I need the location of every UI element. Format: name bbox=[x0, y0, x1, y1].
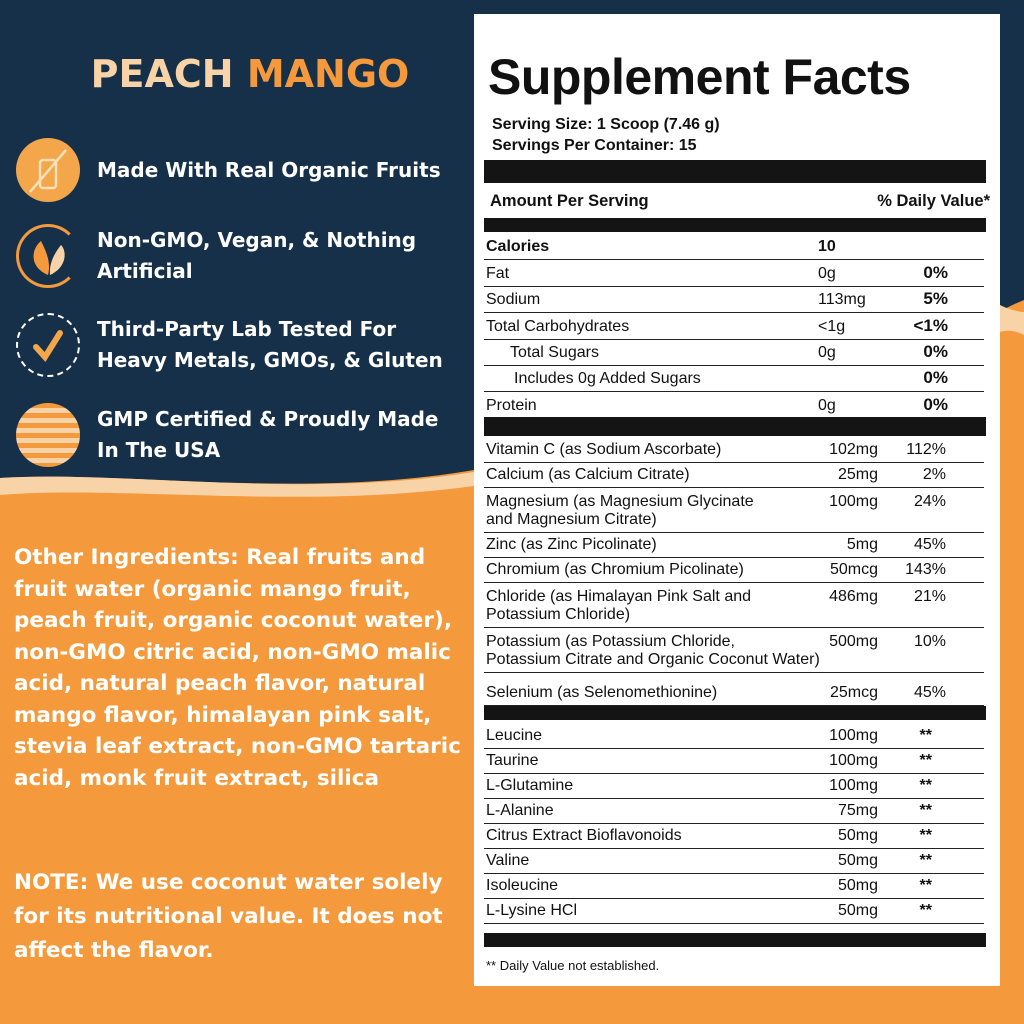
servings-per-container: Servings Per Container: 15 bbox=[492, 137, 697, 154]
amino-row: Isoleucine 50mg ** bbox=[484, 874, 984, 899]
feature-organic: Made With Real Organic Fruits bbox=[16, 138, 467, 202]
feature-text: GMP Certified & Proudly Made In The USA bbox=[97, 407, 439, 462]
footnote: ** Daily Value not established. bbox=[486, 958, 660, 973]
vitamin-row: Potassium (as Potassium Chloride, Potassi… bbox=[484, 628, 984, 673]
facts-title: Supplement Facts bbox=[488, 49, 911, 105]
divider bbox=[484, 706, 986, 720]
nutrient-row: Sodium 113mg 5% bbox=[484, 287, 984, 314]
nutrient-row: Includes 0g Added Sugars 0% bbox=[484, 366, 984, 393]
supplement-facts-panel: Supplement Facts Serving Size: 1 Scoop (… bbox=[474, 14, 1000, 986]
usa-flag-icon bbox=[16, 403, 80, 467]
feature-text: Made With Real Organic Fruits bbox=[97, 157, 441, 182]
feature-usa: GMP Certified & Proudly Made In The USA bbox=[16, 403, 467, 467]
vitamin-row: Chloride (as Himalayan Pink Salt and Pota… bbox=[484, 583, 984, 628]
amino-row: L-Alanine 75mg ** bbox=[484, 799, 984, 824]
divider bbox=[484, 160, 986, 183]
checkmark-icon bbox=[16, 313, 80, 377]
vitamin-row: Selenium (as Selenomethionine) 25mcg 45% bbox=[484, 673, 984, 706]
amino-row: L-Lysine HCl 50mg ** bbox=[484, 899, 984, 924]
amino-row: Valine 50mg ** bbox=[484, 849, 984, 874]
divider bbox=[484, 933, 986, 947]
serving-size: Serving Size: 1 Scoop (7.46 g) bbox=[492, 116, 720, 133]
vitamin-row: Magnesium (as Magnesium Glycinate and Mag… bbox=[484, 488, 984, 533]
feature-text: Third-Party Lab Tested For Heavy Metals,… bbox=[97, 317, 443, 372]
coconut-note: NOTE: We use coconut water solely for it… bbox=[14, 870, 443, 963]
nutrient-row: Protein 0g 0% bbox=[484, 392, 984, 419]
amino-row: Citrus Extract Bioflavonoids 50mg ** bbox=[484, 824, 984, 849]
product-title: PEACH MANGO bbox=[90, 52, 410, 96]
vitamin-row: Chromium (as Chromium Picolinate) 50mcg 14… bbox=[484, 558, 984, 583]
feature-lab-tested: Third-Party Lab Tested For Heavy Metals,… bbox=[16, 313, 467, 377]
feature-vegan: Non-GMO, Vegan, & Nothing Artificial bbox=[16, 224, 467, 288]
organic-fruit-icon bbox=[16, 138, 80, 202]
nutrient-row: Calories 10 bbox=[484, 234, 984, 261]
nutrient-row: Total Sugars 0g 0% bbox=[484, 340, 984, 366]
divider bbox=[484, 218, 986, 232]
vitamin-row: Calcium (as Calcium Citrate) 25mg 2% bbox=[484, 463, 984, 488]
nutrient-row: Total Carbohydrates <1g <1% bbox=[484, 313, 984, 340]
amino-row: L-Glutamine 100mg ** bbox=[484, 774, 984, 799]
amount-header-row: Amount Per Serving% Daily Value* bbox=[490, 192, 990, 210]
divider bbox=[484, 417, 986, 436]
nutrient-row: Fat 0g 0% bbox=[484, 260, 984, 287]
vitamin-row: Zinc (as Zinc Picolinate) 5mg 45% bbox=[484, 533, 984, 558]
leaf-icon bbox=[16, 224, 80, 288]
feature-text: Non-GMO, Vegan, & Nothing Artificial bbox=[97, 228, 417, 283]
other-ingredients: Other Ingredients: Real fruits and fruit… bbox=[14, 545, 461, 791]
amino-row: Leucine 100mg ** bbox=[484, 724, 984, 749]
vitamin-row: Vitamin C (as Sodium Ascorbate) 102mg 112% bbox=[484, 438, 984, 463]
amino-row: Taurine 100mg ** bbox=[484, 749, 984, 774]
